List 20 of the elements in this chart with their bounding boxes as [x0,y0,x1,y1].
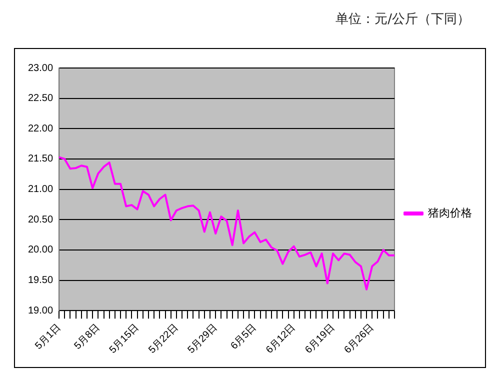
x-tick-label: 6月12日 [264,322,298,356]
y-tick-label: 22.50 [28,93,54,104]
x-tick-label: 5月8日 [72,322,102,352]
text: 单位：元/公斤（下同） [336,11,470,28]
y-tick-label: 20.50 [28,214,54,226]
y-tick-label: 19.50 [28,275,54,286]
x-tick-label: 5月1日 [33,322,64,352]
y-tick-label: 22.00 [28,123,54,134]
y-tick-label: 23.00 [28,62,54,74]
y-tick-label: 21.50 [28,154,54,165]
x-tick-label: 5月15日 [108,322,142,356]
x-tick-label: 5月29日 [186,322,220,356]
x-tick-label: 6月5日 [228,322,259,352]
x-tick-label: 5月22日 [146,322,181,356]
x-tick-label: 6月26日 [342,322,376,356]
y-tick-label: 19.00 [28,305,54,316]
legend-label: 猪肉价格 [428,206,472,220]
y-tick-label: 20.00 [28,244,54,256]
y-tick-label: 21.00 [28,184,54,196]
x-tick-label: 6月19日 [303,322,338,356]
